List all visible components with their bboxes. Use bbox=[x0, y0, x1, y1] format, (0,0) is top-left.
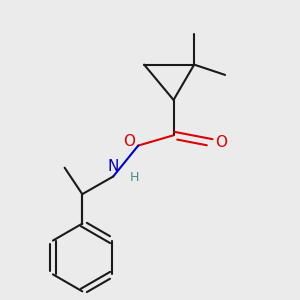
Text: N: N bbox=[107, 159, 119, 174]
Text: H: H bbox=[129, 172, 139, 184]
Text: O: O bbox=[215, 135, 227, 150]
Text: O: O bbox=[123, 134, 135, 149]
